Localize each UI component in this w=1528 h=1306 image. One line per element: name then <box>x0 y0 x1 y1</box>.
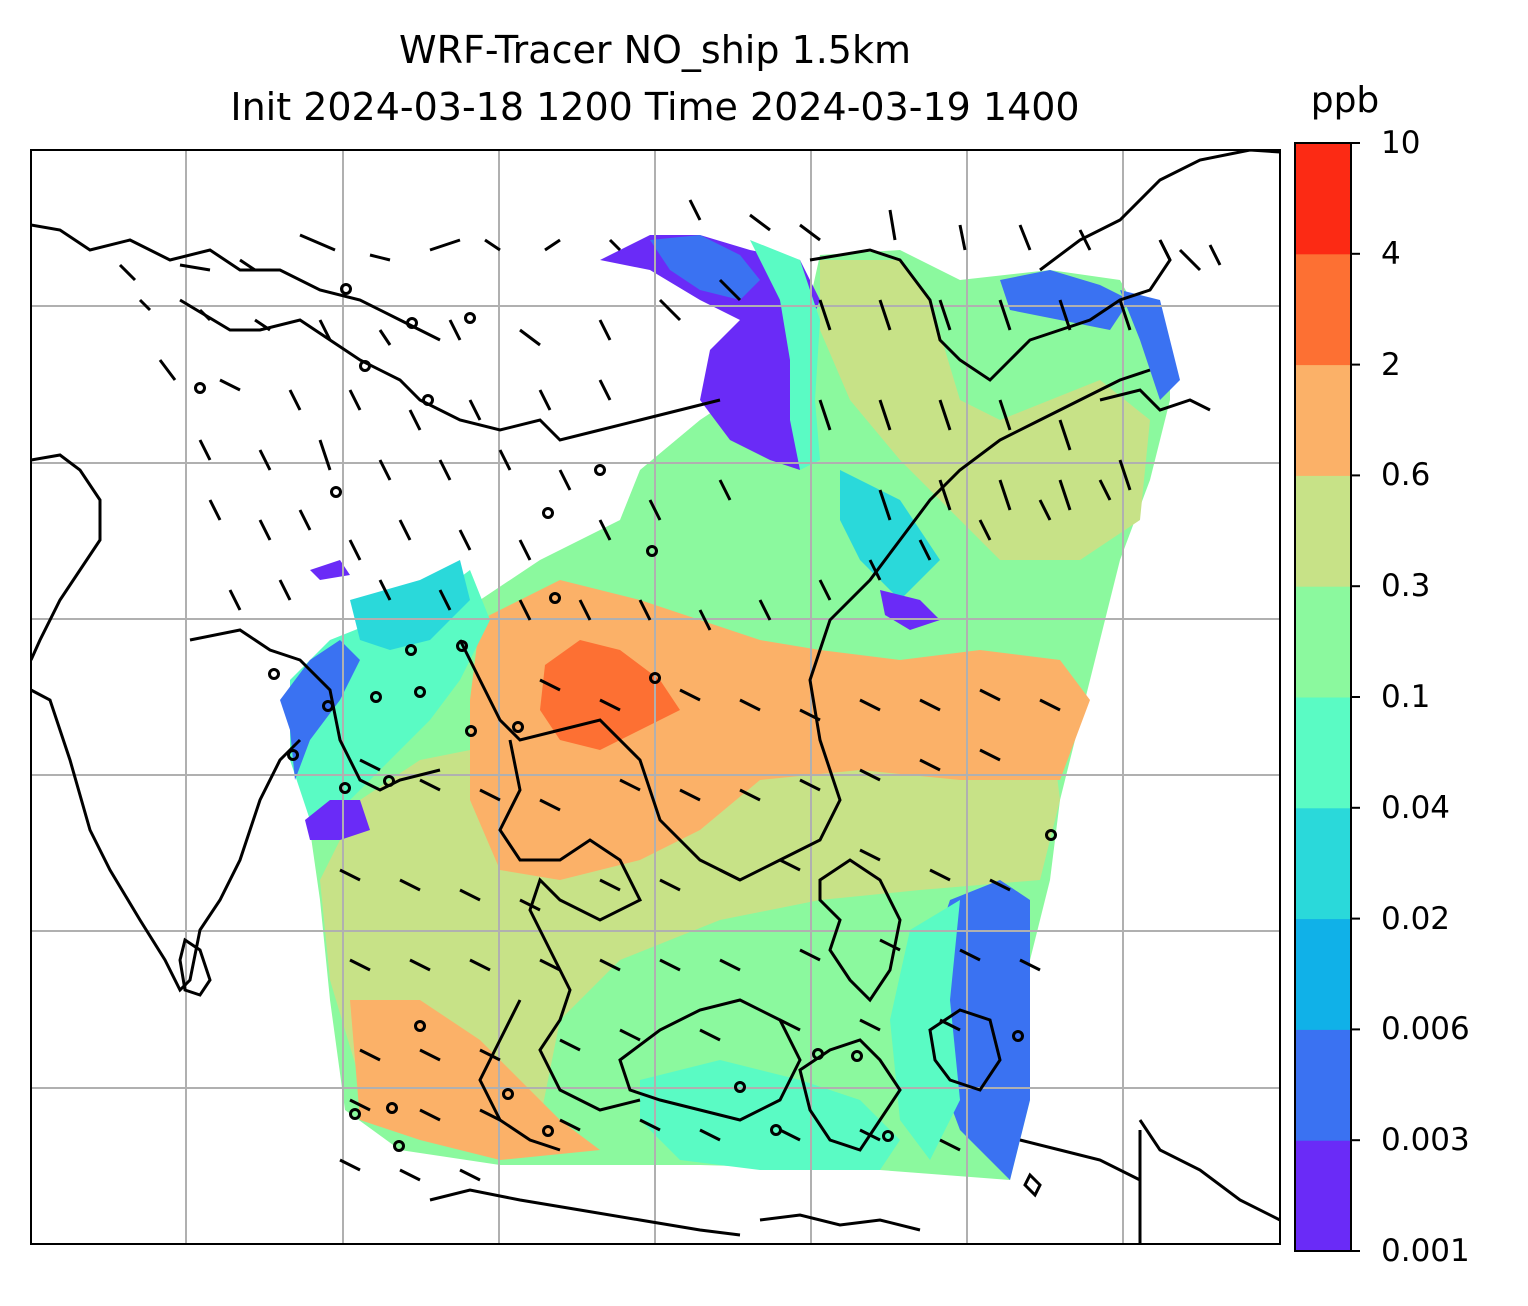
colorbar-band <box>1295 143 1351 255</box>
colorbar-tick-label: 4 <box>1381 235 1401 272</box>
colorbar-tick-label: 0.006 <box>1381 1011 1470 1048</box>
colorbar-unit-label: ppb <box>1310 80 1380 121</box>
field-blue-ne2 <box>1120 290 1180 400</box>
field-orange-south <box>350 1000 600 1160</box>
field-blue-west <box>280 640 360 780</box>
colorbar-band <box>1295 475 1351 587</box>
field-cyan-north <box>750 240 820 470</box>
colorbar-band <box>1295 364 1351 476</box>
field-cyan-east <box>890 900 960 1160</box>
field-lightblue-west <box>350 560 470 650</box>
colorbar-bands <box>1295 143 1351 1252</box>
coastlines <box>31 150 1280 1244</box>
field-cyan-scs <box>840 470 940 600</box>
colorbar-band <box>1295 697 1351 809</box>
colorbar-band <box>1295 918 1351 1030</box>
colorbar-band <box>1295 807 1351 920</box>
map-gridlines <box>31 150 1280 1244</box>
field-blue-sw <box>305 800 370 840</box>
figure-title-line2: Init 2024-03-18 1200 Time 2024-03-19 140… <box>230 85 1080 129</box>
colorbar-tick-label: 0.003 <box>1381 1122 1470 1159</box>
field-olive-north <box>820 260 1150 560</box>
colorbar-band <box>1295 253 1351 366</box>
colorbar-band <box>1295 1140 1351 1252</box>
colorbar-band <box>1295 586 1351 698</box>
colorbar-tick-label: 0.1 <box>1381 679 1431 715</box>
colorbar-tick-label: 0.02 <box>1381 900 1451 937</box>
calm-wind-markers <box>194 283 1057 1152</box>
map-frame <box>30 149 1281 1245</box>
field-purple-sw <box>310 560 350 580</box>
colorbar-tick-label: 0.6 <box>1381 457 1431 494</box>
colorbar-tick-label: 0.3 <box>1381 568 1431 605</box>
colorbar-tick-label: 10 <box>1381 125 1421 161</box>
colorbar-tick-label: 0.04 <box>1381 789 1451 826</box>
wind-barbs <box>118 199 1222 1182</box>
colorbar-band <box>1295 1029 1351 1141</box>
field-blue-north <box>650 235 760 300</box>
colorbar-tick-label: 0.001 <box>1381 1233 1470 1269</box>
field-purple-north <box>600 235 820 470</box>
field-red-orange <box>540 640 680 750</box>
figure-title-line1: WRF-Tracer NO_ship 1.5km <box>399 28 911 72</box>
concentration-field <box>280 235 1180 1180</box>
colorbar-ticks <box>1351 142 1360 1252</box>
colorbar-tick-label: 2 <box>1381 346 1401 383</box>
field-cyan-west <box>290 570 490 820</box>
